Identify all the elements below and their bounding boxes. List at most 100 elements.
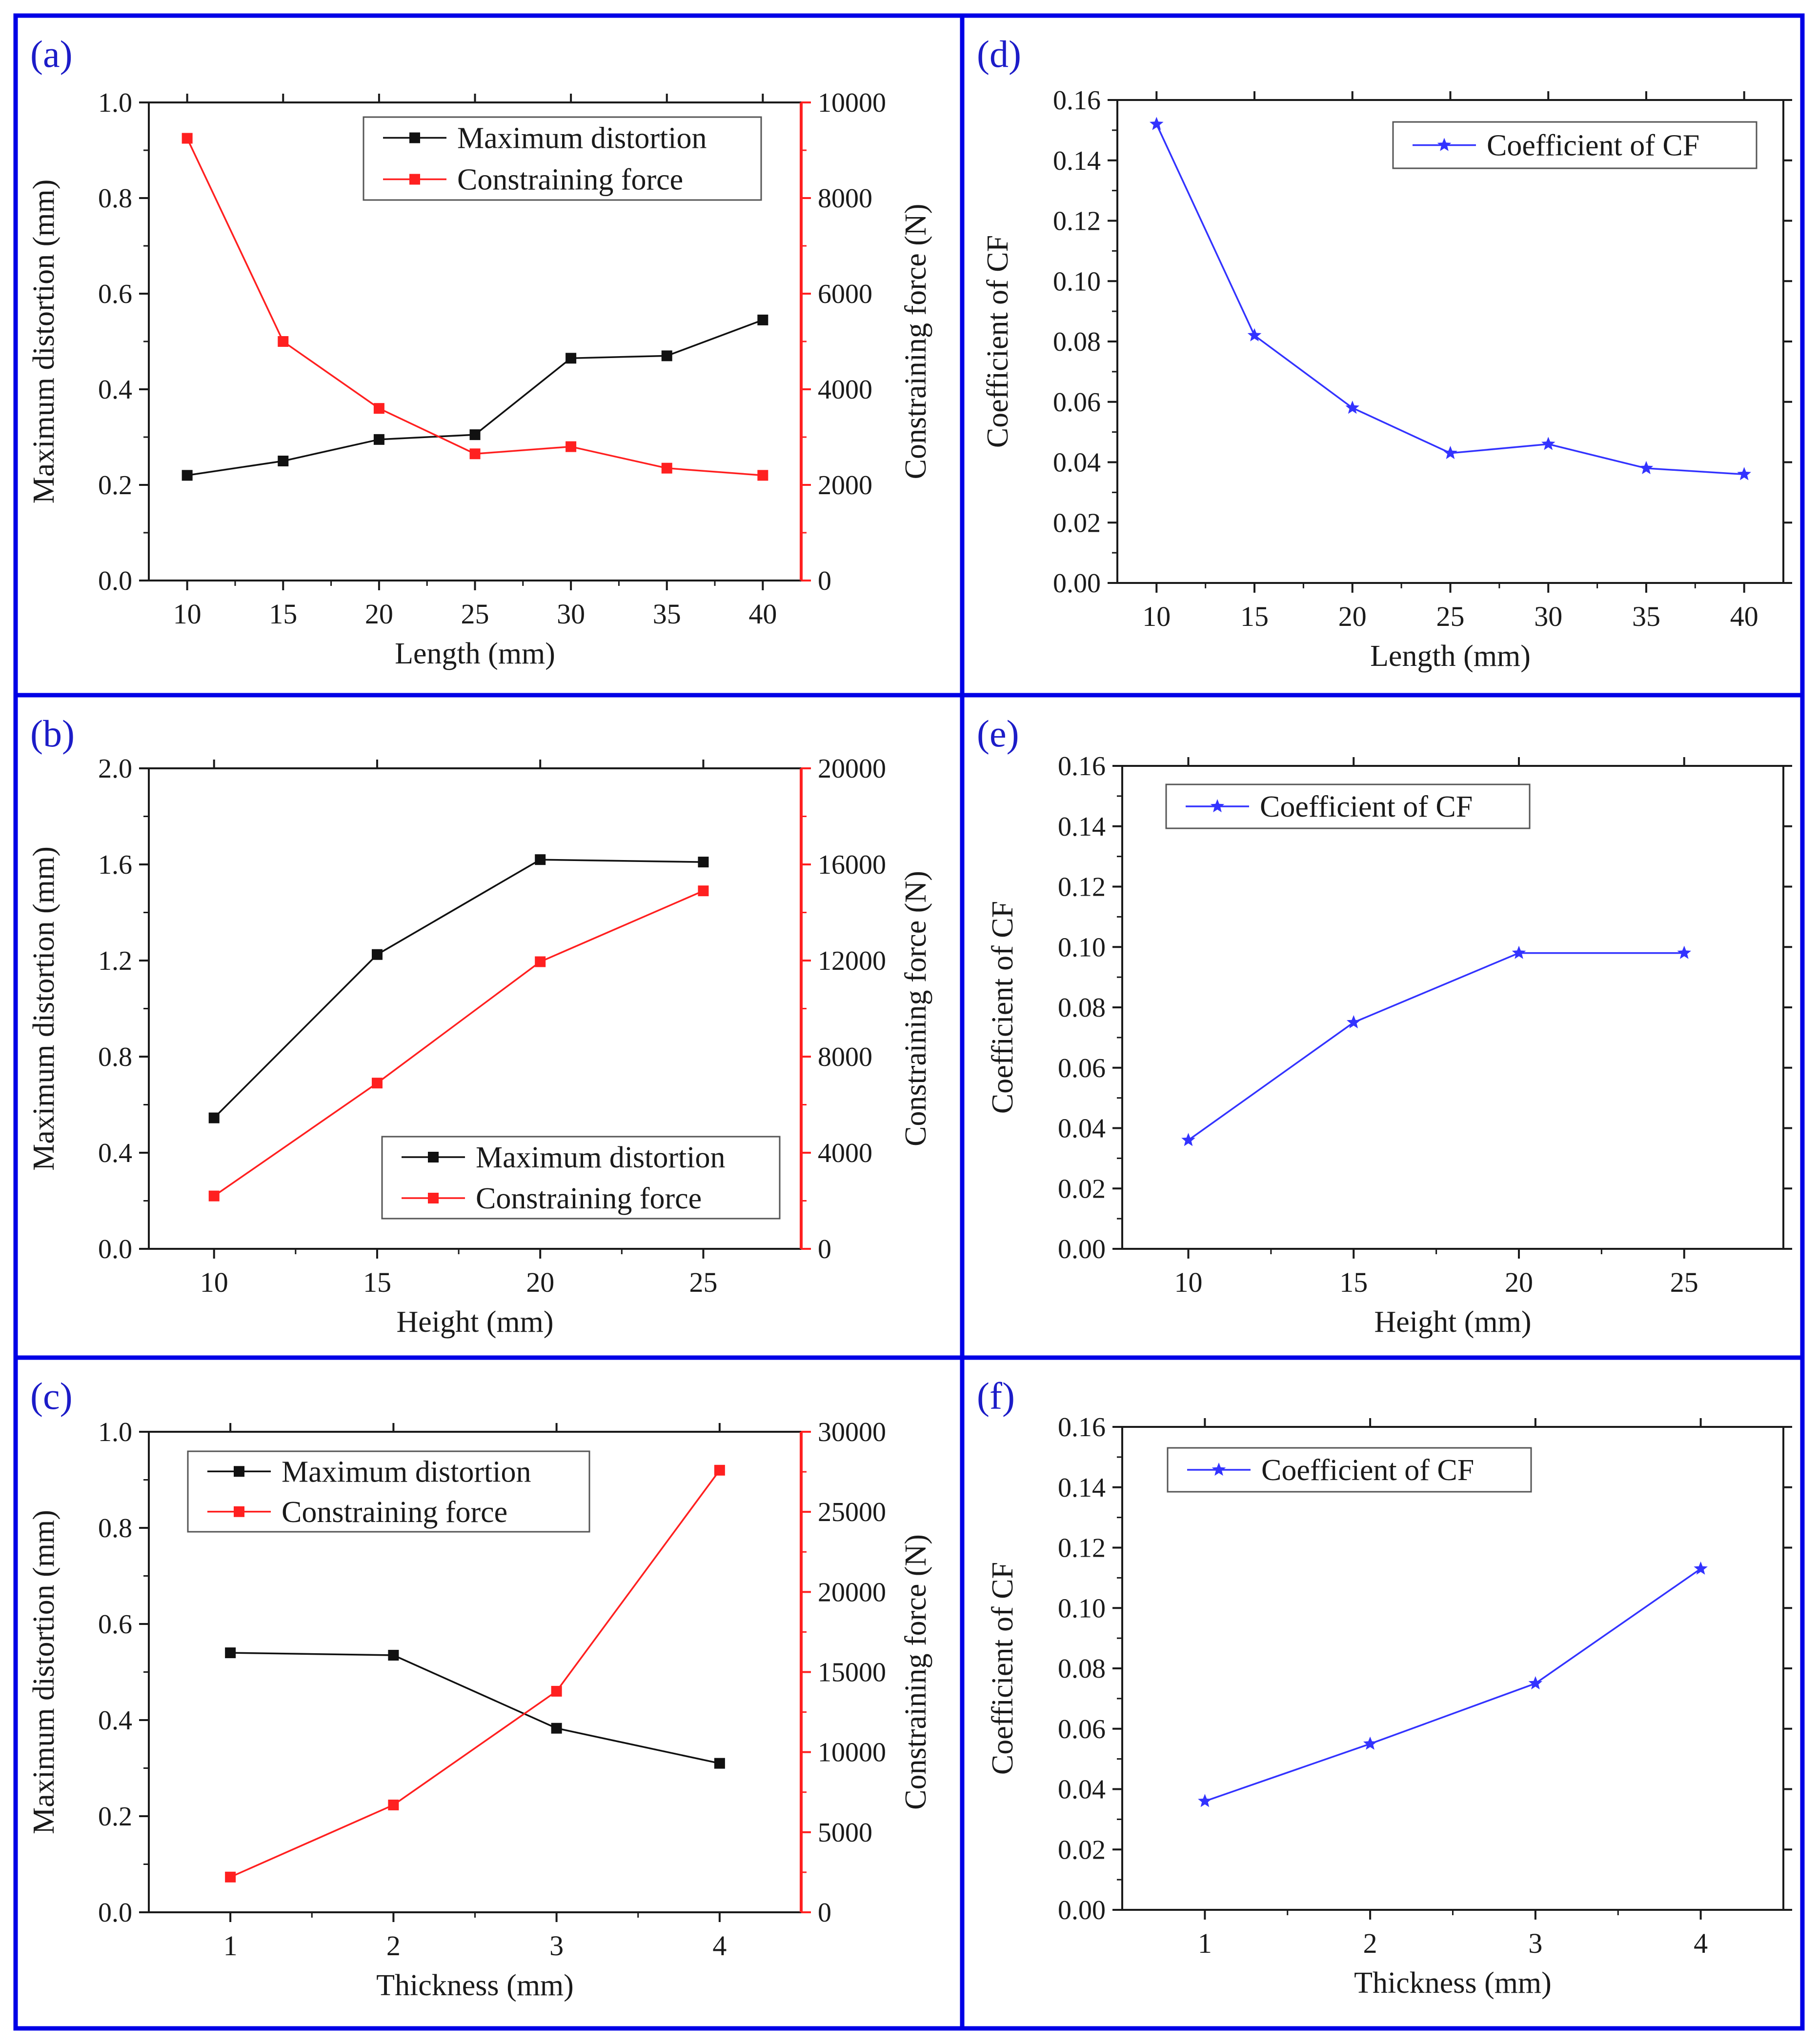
legend: Maximum distortion Constraining force (381, 1136, 781, 1220)
legend-marker (234, 1506, 244, 1517)
panel-d: (d) 10 15 20 25 30 35 40 0.00 0.02 0.04 0.06 0.08 0.1… (977, 33, 1792, 673)
y-axis-title: Coefficient of CF (981, 235, 1014, 448)
legend: Maximum distortion Constraining force (187, 1450, 590, 1533)
y-tick-label: 0.12 (1053, 206, 1101, 237)
y-tick-label: 0.02 (1058, 1174, 1106, 1204)
x-tick-label: 15 (269, 598, 297, 630)
panel-b: (b) 10 15 20 25 0.0 0.4 0.8 1.2 1.6 2.0 0 4000 8000 12… (27, 712, 932, 1339)
data-point (1247, 328, 1262, 341)
legend-marker (1437, 138, 1452, 151)
y-right-tick-label: 0 (818, 566, 831, 596)
y-tick-label: 0.10 (1058, 1593, 1106, 1623)
legend-label: Constraining force (476, 1182, 702, 1215)
y-tick-label: 0.00 (1053, 568, 1101, 599)
y-tick-label: 0.08 (1053, 327, 1101, 357)
x-axis-title: Thickness (mm) (1354, 1966, 1552, 2000)
legend-box (1167, 1447, 1532, 1493)
series-coefficient-of-cf (1198, 1561, 1708, 1807)
x-tick-label: 3 (1528, 1927, 1542, 1959)
y-right-tick-label: 10000 (818, 88, 886, 118)
panel-label: (a) (30, 33, 73, 75)
x-tick-label: 1 (223, 1930, 238, 1962)
data-point (535, 854, 546, 865)
series-line (213, 890, 704, 1197)
y-right-tick-label: 20000 (818, 754, 886, 784)
series-line (1188, 952, 1684, 1141)
legend-label: Coefficient of CF (1261, 1454, 1474, 1487)
x-tick-label: 20 (1505, 1266, 1533, 1298)
data-point (182, 470, 193, 481)
data-point (278, 336, 289, 347)
x-tick-label: 35 (1632, 601, 1660, 632)
data-point (1694, 1561, 1708, 1575)
series-constraining-force (225, 1464, 725, 1883)
x-axis-title: Height (mm) (1374, 1305, 1532, 1339)
y-tick-label: 0.04 (1058, 1775, 1106, 1805)
legend-marker (409, 174, 420, 185)
series-maximum-distortion (182, 314, 768, 481)
panel-label: (e) (977, 712, 1019, 755)
y-right-tick-label: 4000 (818, 375, 872, 405)
x-tick-label: 25 (1670, 1266, 1698, 1298)
y-axis-title: Maximum distortion (mm) (27, 846, 61, 1171)
data-point (373, 403, 384, 414)
y-tick-label: 0.00 (1058, 1895, 1106, 1925)
data-point (1363, 1736, 1377, 1750)
panel-a: (a) 10 15 20 25 30 35 40 0.0 0.2 0.4 0.6 0.8 1.0 0 2000… (27, 33, 932, 670)
data-point (225, 1647, 236, 1659)
y-tick-label: 0.4 (98, 1705, 132, 1736)
series-line (230, 1469, 721, 1878)
series-line (230, 1652, 720, 1764)
data-point (661, 350, 672, 361)
data-point (757, 470, 768, 481)
y-tick-label: 2.0 (98, 754, 132, 784)
series-constraining-force (208, 885, 709, 1202)
data-point (371, 1078, 383, 1089)
y-axis-title: Maximum distortion (mm) (27, 180, 61, 504)
y-tick-label: 0.08 (1058, 993, 1106, 1023)
y-tick-label: 0.6 (98, 279, 132, 309)
y-tick-label: 0.16 (1053, 85, 1101, 116)
y-right-tick-label: 6000 (818, 279, 872, 309)
data-point (1737, 467, 1751, 481)
outer-frame (13, 13, 1805, 2031)
data-point (566, 441, 577, 452)
y-tick-label: 0.4 (98, 1138, 132, 1168)
y-tick-label: 0.04 (1058, 1114, 1106, 1144)
y-right-tick-label: 12000 (818, 946, 886, 976)
data-point (1512, 945, 1526, 959)
legend-label: Constraining force (282, 1496, 507, 1529)
x-tick-label: 1 (1198, 1927, 1212, 1959)
x-tick-label: 20 (1338, 601, 1367, 632)
y-right-tick-label: 4000 (818, 1138, 872, 1168)
data-point (566, 353, 577, 364)
x-tick-label: 10 (1174, 1266, 1203, 1298)
y-tick-label: 0.0 (98, 1234, 132, 1264)
y-right-tick-label: 10000 (818, 1738, 886, 1768)
data-point (1345, 401, 1359, 414)
y-right-axis-title: Constraining force (N) (899, 1534, 932, 1810)
panel-c: (c) 1 2 3 4 0.0 0.2 0.4 0.6 0.8 1.0 0 5000 10000 15000… (27, 1375, 932, 2002)
y-tick-label: 0.2 (98, 470, 132, 501)
legend-label: Coefficient of CF (1260, 790, 1473, 823)
data-point (182, 133, 193, 144)
y-right-tick-label: 2000 (818, 470, 872, 501)
y-tick-label: 0.2 (98, 1802, 132, 1832)
y-tick-label: 0.8 (98, 1042, 132, 1072)
legend-label: Maximum distortion (476, 1141, 726, 1174)
data-point (714, 1464, 725, 1476)
panel-label: (f) (977, 1375, 1015, 1417)
y-tick-label: 0.0 (98, 1898, 132, 1928)
x-tick-label: 35 (653, 598, 681, 630)
data-point (1677, 945, 1691, 959)
y-axis-title: Coefficient of CF (986, 1562, 1019, 1775)
legend-box (187, 1450, 590, 1533)
y-tick-label: 0.10 (1053, 266, 1101, 297)
series-line (213, 859, 704, 1119)
x-tick-label: 15 (363, 1266, 391, 1298)
y-tick-label: 0.04 (1053, 448, 1101, 478)
x-tick-label: 10 (1142, 601, 1171, 632)
y-tick-label: 0.6 (98, 1609, 132, 1640)
data-point (1198, 1794, 1212, 1807)
data-point (208, 1190, 220, 1202)
